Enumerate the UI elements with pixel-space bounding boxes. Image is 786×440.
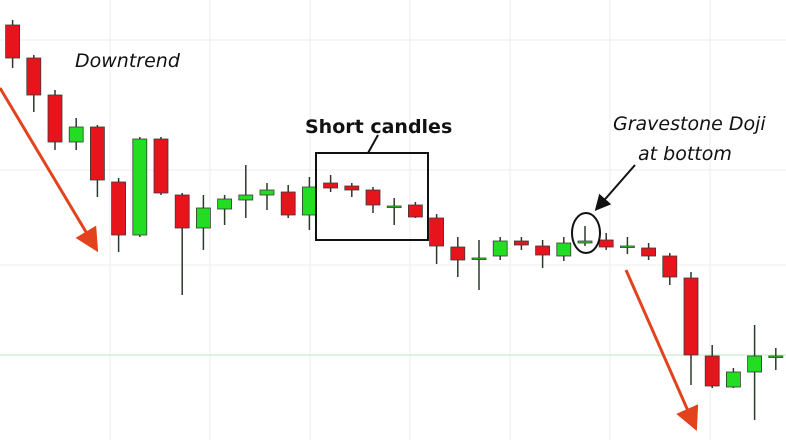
candle-body — [577, 240, 593, 244]
candle-body — [683, 277, 699, 356]
candle-body — [365, 189, 381, 206]
candles — [5, 20, 784, 420]
candle-body — [704, 355, 720, 387]
candle-body — [259, 189, 275, 196]
candle-body — [641, 247, 656, 257]
candle-body — [90, 126, 105, 181]
candle-body — [535, 245, 550, 256]
candle-body — [407, 204, 423, 218]
candle-body — [344, 185, 360, 191]
candle-body — [768, 355, 784, 358]
arrows — [0, 87, 699, 431]
candle-body — [726, 371, 741, 388]
candle-body — [620, 245, 635, 248]
candle-body — [26, 57, 42, 96]
annotation: Short candles — [305, 116, 452, 138]
candle-body — [386, 205, 402, 208]
candle-body — [323, 182, 339, 189]
candle-body — [280, 191, 296, 216]
candle-body — [747, 355, 762, 373]
candle-body — [471, 257, 487, 260]
candle-body — [429, 217, 445, 247]
candle-body — [111, 181, 126, 236]
candle-body — [68, 126, 84, 143]
candle-body — [132, 138, 148, 236]
candle-body — [47, 94, 63, 143]
candle-body — [238, 194, 254, 201]
candle-body — [556, 242, 572, 257]
candle-body — [217, 198, 233, 210]
candle-body — [174, 194, 190, 229]
candle-body — [153, 138, 169, 194]
candle-body — [301, 186, 317, 216]
annotation: at bottom — [638, 143, 732, 165]
candle-body — [598, 239, 614, 248]
candle-body — [492, 240, 508, 257]
candle-body — [5, 24, 20, 59]
candle-body — [195, 207, 211, 229]
candle-body — [514, 240, 529, 246]
annotation: Gravestone Doji — [613, 113, 766, 135]
annotation: Downtrend — [75, 50, 181, 72]
candle-body — [450, 246, 466, 261]
candle-body — [662, 255, 678, 278]
